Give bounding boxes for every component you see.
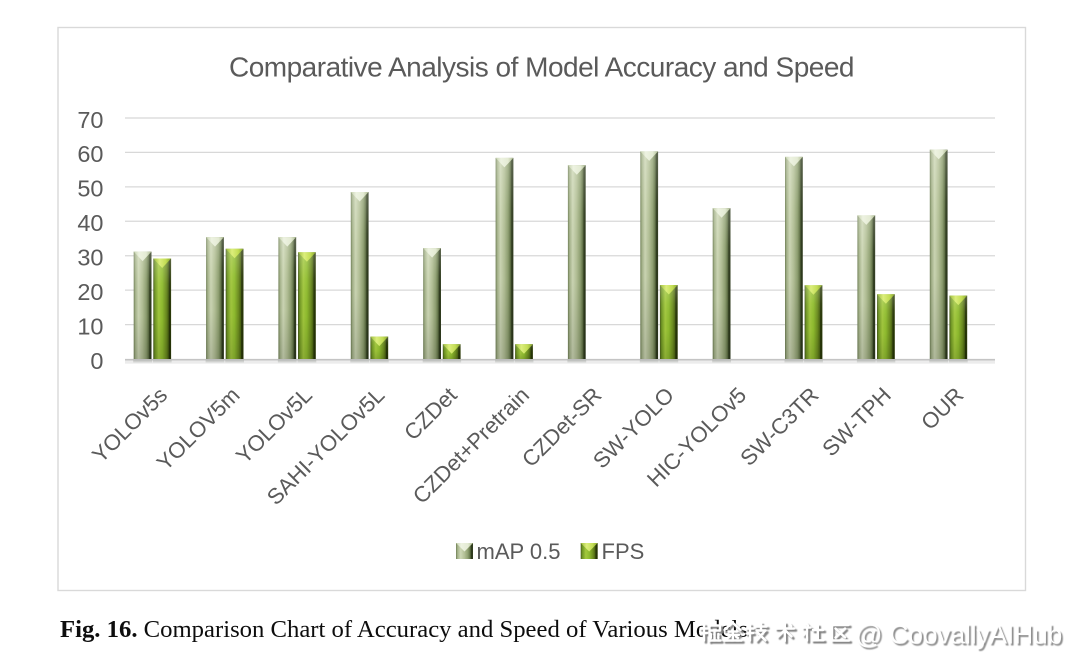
svg-text:FPS: FPS: [602, 539, 645, 564]
svg-text:50: 50: [77, 176, 103, 202]
svg-text:70: 70: [77, 107, 103, 133]
svg-text:10: 10: [77, 313, 103, 339]
svg-text:60: 60: [77, 141, 103, 167]
svg-text:20: 20: [77, 279, 103, 305]
svg-text:@ CoovallyAIHub: @ CoovallyAIHub: [857, 621, 1064, 651]
svg-text:mAP 0.5: mAP 0.5: [477, 539, 561, 564]
svg-text:Comparative Analysis of Model: Comparative Analysis of Model Accuracy a…: [229, 52, 854, 83]
svg-text:@ CoovallyAIHub: @ CoovallyAIHub: [856, 620, 1063, 650]
svg-text:30: 30: [77, 245, 103, 271]
svg-text:40: 40: [77, 210, 103, 236]
svg-text:0: 0: [90, 348, 103, 374]
